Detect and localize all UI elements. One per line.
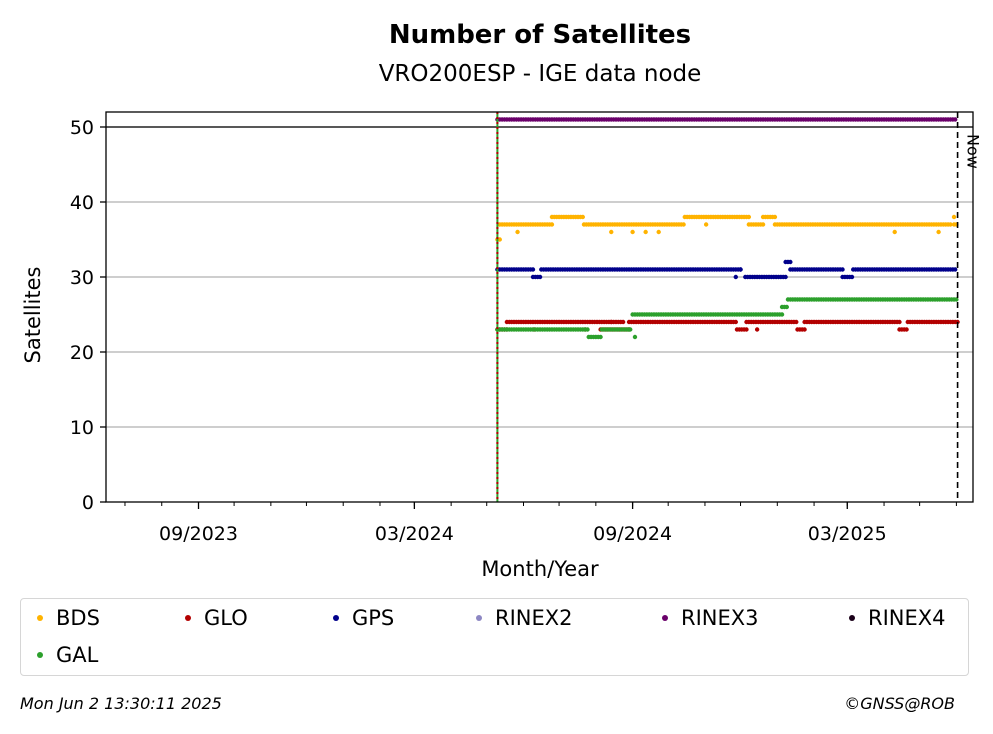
- legend-label-rinex4: RINEX4: [868, 606, 946, 630]
- gal-point: [954, 297, 959, 302]
- glo-point: [733, 319, 738, 325]
- gal-point: [626, 327, 632, 332]
- bds-point: [656, 229, 661, 235]
- bds-point: [609, 229, 614, 235]
- gps-point: [530, 267, 536, 272]
- glo-point: [620, 319, 626, 325]
- gal-point: [784, 304, 789, 310]
- glo-point: [754, 327, 760, 332]
- rinex3-point: [953, 117, 958, 122]
- legend-label-rinex2: RINEX2: [495, 606, 573, 630]
- gal-point: [585, 327, 590, 332]
- legend-item-bds: BDS: [37, 604, 100, 632]
- bds-point: [772, 214, 778, 220]
- y-tick-label: 20: [70, 342, 94, 364]
- legend-item-rinex3: RINEX3: [662, 604, 759, 632]
- gps-point: [840, 267, 845, 272]
- legend-marker-bds: [37, 615, 43, 621]
- y-tick-label: 0: [82, 492, 94, 514]
- legend-label-gal: GAL: [56, 643, 99, 667]
- legend-item-rinex2: RINEX2: [476, 604, 573, 632]
- glo-point: [802, 327, 807, 332]
- bds-point: [681, 222, 686, 227]
- legend: BDS GLO GPS RINEX2 RINEX3 RINEX4 GAL: [20, 598, 969, 676]
- gal-point: [632, 334, 638, 340]
- legend-label-rinex3: RINEX3: [681, 606, 759, 630]
- legend-marker-rinex3: [662, 615, 668, 621]
- bds-point: [948, 222, 953, 227]
- glo-point: [897, 319, 902, 325]
- footer-timestamp: Mon Jun 2 13:30:11 2025: [20, 694, 222, 713]
- x-tick-label: 03/2024: [375, 523, 454, 545]
- bds-point: [703, 222, 709, 227]
- bds-point: [580, 214, 585, 220]
- gps-point: [733, 274, 738, 280]
- bds-point: [643, 229, 648, 235]
- bds-point: [936, 229, 941, 235]
- gps-point: [537, 274, 543, 280]
- y-tick-label: 30: [70, 267, 94, 289]
- x-tick-label: 03/2025: [808, 523, 887, 545]
- glo-point: [744, 327, 749, 332]
- legend-marker-glo: [185, 615, 191, 621]
- chart-title: Number of Satellites: [389, 20, 691, 50]
- satellites-chart: Number of Satellites VRO200ESP - IGE dat…: [21, 20, 983, 581]
- y-tick-label: 50: [70, 117, 94, 139]
- gal-point: [779, 312, 785, 317]
- bds-point: [497, 237, 502, 242]
- bds-point: [760, 222, 766, 227]
- bds-point: [549, 222, 555, 227]
- gps-point: [783, 274, 788, 280]
- glo-point: [904, 327, 909, 332]
- x-axis-label: Month/Year: [481, 557, 599, 581]
- x-tick-label: 09/2024: [593, 523, 672, 545]
- plot-frame: [105, 111, 974, 503]
- legend-label-gps: GPS: [352, 606, 395, 630]
- legend-item-glo: GLO: [185, 604, 248, 632]
- legend-item-gps: GPS: [333, 604, 394, 632]
- gps-point: [849, 274, 855, 280]
- y-axis-label: Satellites: [21, 267, 45, 364]
- footer-copyright: ©GNSS@ROB: [844, 694, 955, 713]
- legend-marker-gps: [333, 615, 339, 621]
- glo-point: [609, 319, 614, 325]
- gps-point: [953, 267, 958, 272]
- legend-item-gal: GAL: [37, 641, 98, 669]
- legend-marker-gal: [37, 652, 43, 658]
- glo-point: [794, 319, 799, 325]
- bds-point: [630, 229, 635, 235]
- chart-subtitle: VRO200ESP - IGE data node: [379, 61, 702, 87]
- legend-label-glo: GLO: [204, 606, 248, 630]
- y-tick-label: 40: [70, 192, 94, 214]
- legend-label-bds: BDS: [56, 606, 100, 630]
- bds-point: [515, 229, 520, 235]
- gps-point: [738, 267, 743, 272]
- bds-point: [892, 229, 897, 235]
- x-tick-label: 09/2023: [159, 523, 238, 545]
- y-tick-label: 10: [70, 417, 94, 439]
- gal-point: [598, 334, 603, 340]
- legend-item-rinex4: RINEX4: [849, 604, 946, 632]
- bds-point: [746, 214, 752, 220]
- legend-marker-rinex4: [849, 615, 855, 621]
- legend-marker-rinex2: [476, 615, 482, 621]
- bds-point: [951, 214, 957, 220]
- gps-point: [788, 259, 793, 265]
